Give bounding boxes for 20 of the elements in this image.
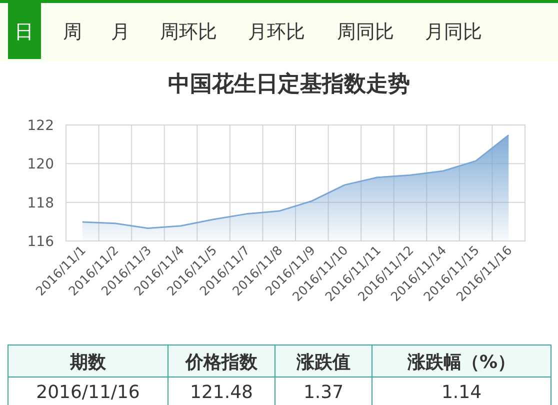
text: 1.37 — [303, 382, 344, 403]
text: 121.48 — [190, 382, 253, 403]
y-tick-label: 120 — [27, 156, 54, 173]
text: 2016/11/16 — [36, 382, 140, 403]
text: 涨跌幅（%） — [406, 352, 516, 373]
text: 日 — [14, 21, 34, 43]
text: 周同比 — [337, 21, 394, 43]
chart-title: 中国花生日定基指数走势 — [168, 71, 410, 97]
text: 月环比 — [248, 21, 305, 43]
text: 价格指数 — [184, 352, 258, 373]
text: 期数 — [69, 352, 107, 373]
text: 月同比 — [425, 21, 482, 43]
y-tick-label: 122 — [27, 118, 54, 134]
text: 月 — [111, 21, 130, 43]
y-tick-label: 118 — [27, 195, 54, 212]
text: 涨跌值 — [296, 352, 350, 373]
text: 周 — [63, 21, 82, 43]
text: 周环比 — [160, 21, 217, 43]
text: 1.14 — [441, 382, 482, 403]
y-tick-label: 116 — [27, 234, 54, 250]
